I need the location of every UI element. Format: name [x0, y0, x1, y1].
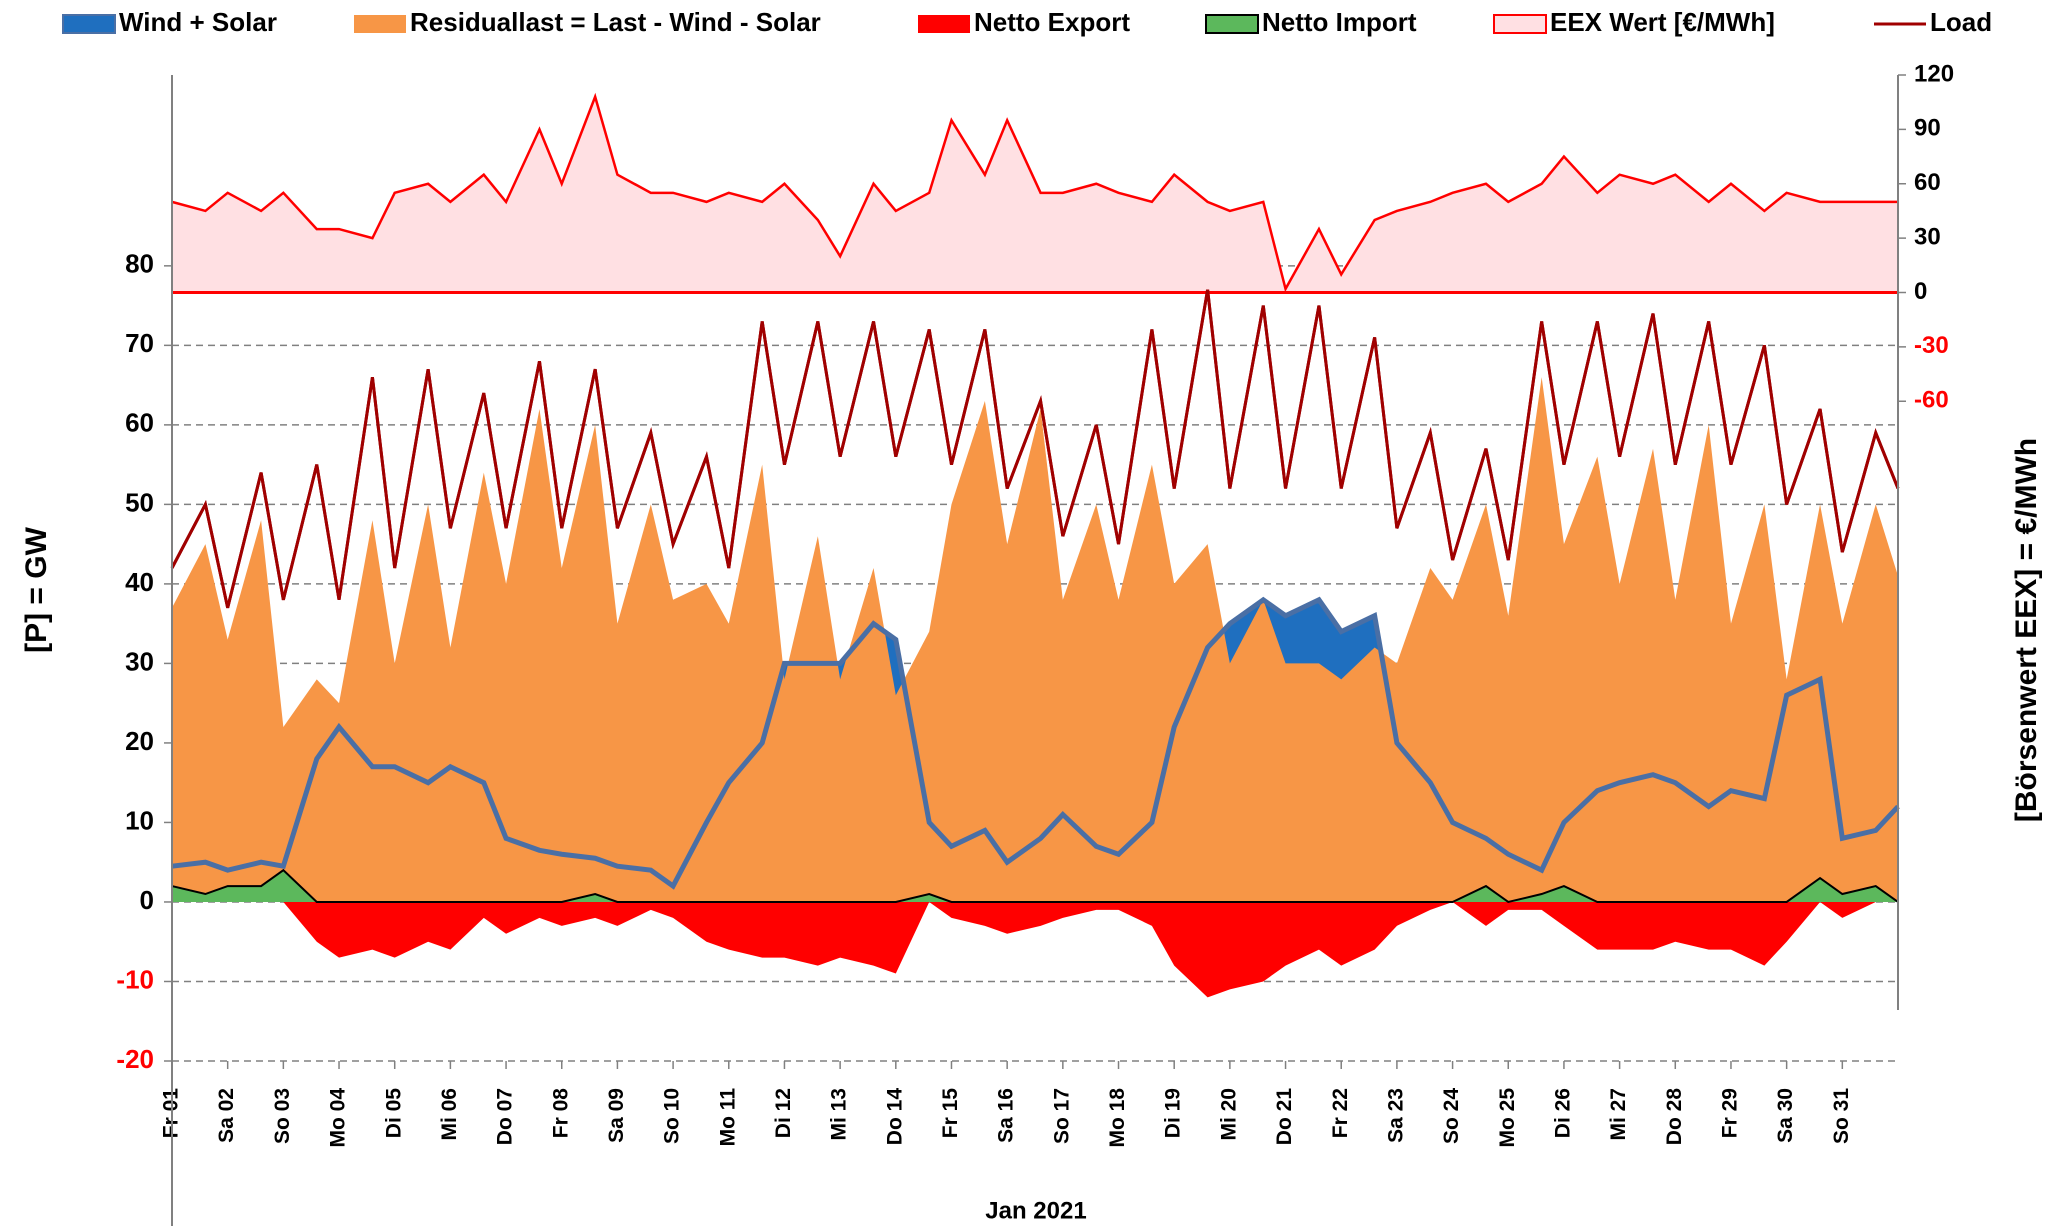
area	[172, 901, 1898, 998]
legend-swatch	[62, 14, 116, 34]
legend-label: Netto Export	[974, 7, 1130, 37]
y2-tick-label: 60	[1914, 169, 1941, 196]
x-tick-label: Do 14	[883, 1088, 906, 1146]
x-tick-label: Fr 22	[1329, 1088, 1352, 1138]
y-tick-label: 10	[125, 805, 154, 835]
area	[172, 377, 1898, 902]
y2-tick-label: 120	[1914, 60, 1954, 87]
x-tick-label: Do 21	[1273, 1088, 1296, 1146]
x-tick-label: Sa 30	[1774, 1088, 1797, 1143]
x-tick-label: Mo 11	[716, 1088, 739, 1147]
x-tick-label: So 03	[271, 1088, 294, 1144]
x-tick-label: Di 26	[1551, 1088, 1574, 1138]
y-axis-title: [P] = GW	[20, 526, 53, 653]
y-tick-label: 60	[125, 408, 154, 438]
x-tick-label: Sa 09	[605, 1088, 628, 1143]
x-tick-label: Do 28	[1663, 1088, 1686, 1146]
y-tick-label: 0	[140, 885, 154, 915]
x-tick-label: Mo 04	[327, 1088, 350, 1148]
x-tick-label: Mo 18	[1106, 1088, 1129, 1148]
x-tick-label: Mi 06	[438, 1088, 461, 1141]
y2-axis-title: [Börsenwert EEX] = €/MWh	[2010, 438, 2043, 822]
y2-tick-label: 0	[1914, 278, 1927, 305]
x-tick-label: So 10	[661, 1088, 684, 1144]
line	[170, 289, 1900, 609]
y-tick-label: 80	[125, 249, 154, 279]
legend-label: Residuallast = Last - Wind - Solar	[410, 7, 821, 37]
y-tick-label: 40	[125, 567, 154, 597]
y-tick-label: -10	[116, 964, 154, 994]
x-tick-label: Fr 29	[1719, 1088, 1742, 1138]
legend-label: EEX Wert [€/MWh]	[1550, 7, 1775, 37]
legend-swatch	[1205, 14, 1259, 34]
x-tick-label: Sa 02	[215, 1088, 238, 1143]
x-tick-label: Mi 20	[1217, 1088, 1240, 1141]
x-tick-label: Di 12	[772, 1088, 795, 1138]
x-tick-label: Sa 16	[995, 1088, 1018, 1143]
x-tick-label: Mo 25	[1496, 1088, 1519, 1148]
line	[171, 596, 1900, 890]
legend-label: Load	[1930, 7, 1992, 37]
legend-label: Netto Import	[1262, 7, 1417, 37]
x-tick-label: Fr 08	[549, 1088, 572, 1139]
legend-swatch	[1493, 14, 1547, 34]
x-tick-label: So 31	[1830, 1088, 1853, 1144]
x-tick-label: Fr 15	[939, 1088, 962, 1139]
y2-tick-label: -30	[1914, 332, 1949, 359]
x-axis-title: Jan 2021	[985, 1197, 1086, 1224]
y-tick-label: -20	[116, 1044, 154, 1074]
x-tick-label: So 17	[1050, 1088, 1073, 1144]
x-tick-label: Mi 27	[1607, 1088, 1630, 1141]
line	[171, 92, 1898, 293]
area	[172, 96, 1898, 293]
y-tick-label: 30	[125, 646, 154, 676]
y2-tick-label: 30	[1914, 223, 1941, 250]
legend-swatch	[354, 15, 406, 33]
line	[171, 868, 1899, 904]
y2-tick-label: -60	[1914, 387, 1949, 414]
y2-tick-label: 90	[1914, 115, 1941, 142]
legend-label: Wind + Solar	[119, 7, 277, 37]
y-tick-label: 20	[125, 726, 154, 756]
x-tick-label: Di 05	[382, 1088, 405, 1139]
x-tick-label: Di 19	[1162, 1088, 1185, 1138]
y-tick-label: 70	[125, 328, 154, 358]
y-tick-label: 50	[125, 487, 154, 517]
x-tick-label: Sa 23	[1384, 1088, 1407, 1143]
x-tick-label: Mi 13	[828, 1088, 851, 1141]
x-tick-label: So 24	[1440, 1088, 1463, 1144]
x-tick-label: Do 07	[494, 1088, 517, 1145]
legend-swatch	[918, 15, 970, 33]
